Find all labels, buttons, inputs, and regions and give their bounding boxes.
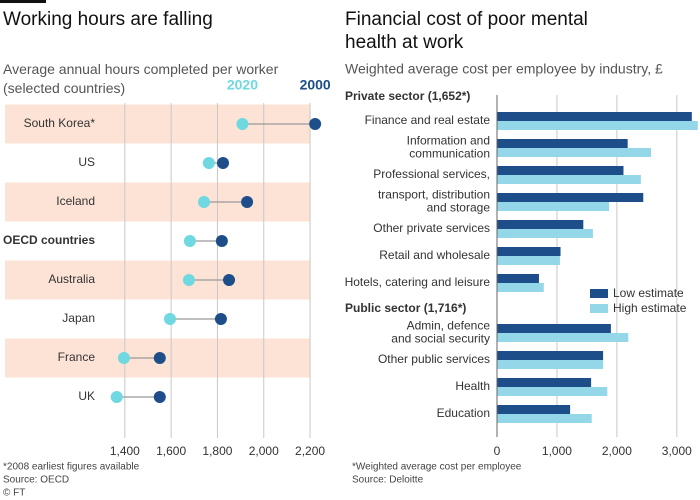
bar (497, 202, 610, 211)
dot (163, 313, 176, 325)
dot (236, 118, 249, 130)
category-label: Information and communication (407, 134, 490, 161)
category-label: Retail and wholesale (379, 248, 490, 262)
legend-label: 2000 (300, 77, 331, 93)
legend-swatch (590, 289, 608, 298)
subtitle: Weighted average cost per employee by in… (345, 61, 663, 77)
dot (223, 274, 236, 286)
band (5, 260, 310, 300)
bar (497, 139, 628, 148)
dot (217, 157, 230, 169)
dot (153, 391, 166, 403)
bar (497, 333, 629, 342)
category-label: Hotels, catering and leisure (345, 275, 491, 289)
dot (183, 235, 196, 247)
category-label: Iceland (56, 194, 95, 208)
dot (182, 274, 195, 286)
bar (497, 324, 611, 333)
category-label: Professional services, (373, 167, 490, 181)
category-label: Other public services (378, 352, 490, 366)
bar (497, 193, 644, 202)
bar (497, 414, 592, 423)
x-tick-label: 1,000 (542, 444, 572, 458)
footnote: *Weighted average cost per employee (352, 462, 522, 473)
title: Financial cost of poor mental health at w… (345, 9, 588, 53)
category-label: Health (455, 379, 490, 393)
category-label: South Korea* (24, 116, 96, 130)
x-tick-label: 1,800 (202, 444, 232, 458)
legend-label: Low estimate (613, 286, 684, 300)
band (5, 182, 310, 222)
legend-swatch (590, 304, 608, 313)
bar (497, 121, 698, 130)
bar (497, 283, 544, 292)
source: Source: OECD (3, 475, 69, 486)
category-label: Other private services (373, 221, 490, 235)
credit: © FT (3, 488, 25, 499)
bar (497, 256, 560, 265)
x-tick-label: 0 (494, 444, 501, 458)
dot (202, 157, 215, 169)
category-label: transport, distribution and storage (378, 188, 490, 215)
legend-label: High estimate (613, 301, 687, 315)
bar (497, 387, 608, 396)
x-tick-label: 2,000 (249, 444, 279, 458)
bar (497, 274, 539, 283)
category-label: Australia (48, 272, 95, 286)
bar (497, 378, 592, 387)
group-label: Public sector (1,716*) (345, 301, 466, 315)
group-label: Private sector (1,652*) (345, 89, 470, 103)
bar (497, 166, 624, 175)
bar (497, 112, 692, 121)
bar (497, 229, 593, 238)
dot (309, 118, 322, 130)
bar (497, 247, 561, 256)
category-label: UK (78, 389, 95, 403)
x-tick-label: 2,200 (295, 444, 325, 458)
dot (153, 352, 166, 364)
source: Source: Deloitte (352, 475, 424, 486)
dot (110, 391, 123, 403)
x-tick-label: 3,000 (662, 444, 692, 458)
dot (198, 196, 211, 208)
bar (497, 175, 641, 184)
dot (241, 196, 254, 208)
bar (497, 148, 652, 157)
dot (215, 235, 228, 247)
x-tick-label: 1,400 (110, 444, 140, 458)
title: Working hours are falling (3, 9, 213, 30)
category-label: France (58, 350, 96, 364)
category-label: Japan (62, 311, 95, 325)
category-label: Finance and real estate (365, 113, 491, 127)
bar (497, 405, 571, 414)
dot (117, 352, 130, 364)
category-label: OECD countries (3, 233, 95, 247)
bar (497, 220, 584, 229)
legend-label: 2020 (227, 77, 258, 93)
x-tick-label: 2,000 (602, 444, 632, 458)
dot (214, 313, 227, 325)
category-label: US (78, 155, 95, 169)
footnote: *2008 earliest figures available (3, 462, 140, 473)
brand-bar (0, 0, 46, 3)
subtitle: Average annual hours completed per worke… (3, 61, 279, 96)
x-tick-label: 1,600 (156, 444, 186, 458)
bar (497, 360, 604, 369)
bar (497, 351, 604, 360)
category-label: Education (437, 406, 490, 420)
category-label: Admin, defence and social security (391, 319, 490, 346)
